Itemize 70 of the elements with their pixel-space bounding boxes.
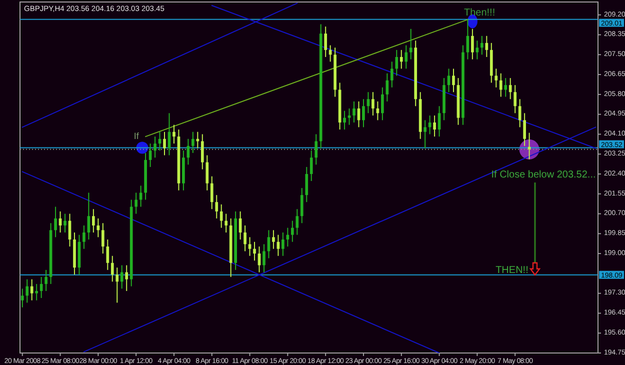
- candlestick: [324, 26, 328, 58]
- candlestick: [92, 208, 95, 233]
- candlestick: [200, 134, 204, 170]
- candlestick: [172, 124, 176, 144]
- candlestick: [224, 213, 228, 233]
- candlestick: [26, 278, 29, 304]
- candlestick: [54, 206, 57, 238]
- candlestick: [362, 98, 365, 128]
- candlestick: [523, 112, 526, 146]
- candlestick: [390, 61, 394, 88]
- candlestick: [101, 222, 104, 254]
- candlestick: [106, 239, 110, 270]
- annotation: Then!!!: [464, 7, 496, 18]
- candlestick: [20, 288, 24, 308]
- candlestick: [476, 40, 479, 60]
- candlestick: [120, 264, 124, 290]
- annotation: THEN!!: [496, 264, 528, 276]
- candlestick: [272, 230, 275, 250]
- candlestick: [290, 220, 294, 242]
- candlestick: [154, 136, 156, 158]
- candlestick: [499, 72, 502, 98]
- candlestick: [314, 134, 318, 166]
- candlestick: [343, 110, 346, 130]
- candlestick: [508, 78, 512, 100]
- candlestick: [64, 213, 66, 233]
- candlestick: [163, 131, 166, 156]
- candlestick: [310, 150, 313, 182]
- candlestick: [248, 236, 252, 256]
- candlestick: [300, 188, 304, 224]
- candlestick: [485, 35, 488, 58]
- candlestick: [30, 278, 34, 301]
- candlestick: [480, 35, 484, 56]
- candlestick: [296, 208, 299, 236]
- candlestick: [424, 120, 426, 149]
- candlestick: [258, 246, 261, 273]
- candlestick: [244, 224, 246, 252]
- candlestick: [116, 267, 119, 304]
- candlestick: [409, 28, 412, 60]
- candlestick: [452, 68, 455, 93]
- candlestick: [471, 28, 474, 60]
- annotation: If Close below 203.52...: [491, 170, 596, 180]
- candlestick: [220, 204, 223, 228]
- candlestick: [134, 192, 138, 214]
- candlestick: [206, 154, 209, 191]
- annotation: If: [134, 130, 140, 141]
- candlestick: [253, 241, 256, 262]
- candlestick: [504, 78, 508, 98]
- candlestick: [305, 166, 308, 203]
- candlestick: [395, 49, 398, 76]
- candlestick: [372, 92, 374, 116]
- candlestick: [82, 224, 86, 250]
- candlestick: [215, 194, 218, 219]
- candlestick: [447, 68, 450, 93]
- candlestick: [494, 68, 498, 88]
- candlestick: [400, 49, 403, 70]
- candlestick: [210, 176, 214, 210]
- candlestick: [44, 269, 48, 292]
- candlestick: [262, 244, 266, 273]
- candlestick: [348, 108, 351, 126]
- candlestick: [433, 114, 436, 138]
- candlestick: [404, 44, 408, 70]
- candlestick: [514, 84, 517, 114]
- candlestick: [110, 255, 114, 282]
- candlestick: [148, 143, 152, 168]
- candlestick: [381, 86, 384, 121]
- candlestick: [282, 232, 284, 256]
- candlestick: [192, 131, 194, 154]
- candlestick: [35, 283, 38, 301]
- candlestick: [352, 100, 356, 124]
- candlestick: [125, 264, 128, 292]
